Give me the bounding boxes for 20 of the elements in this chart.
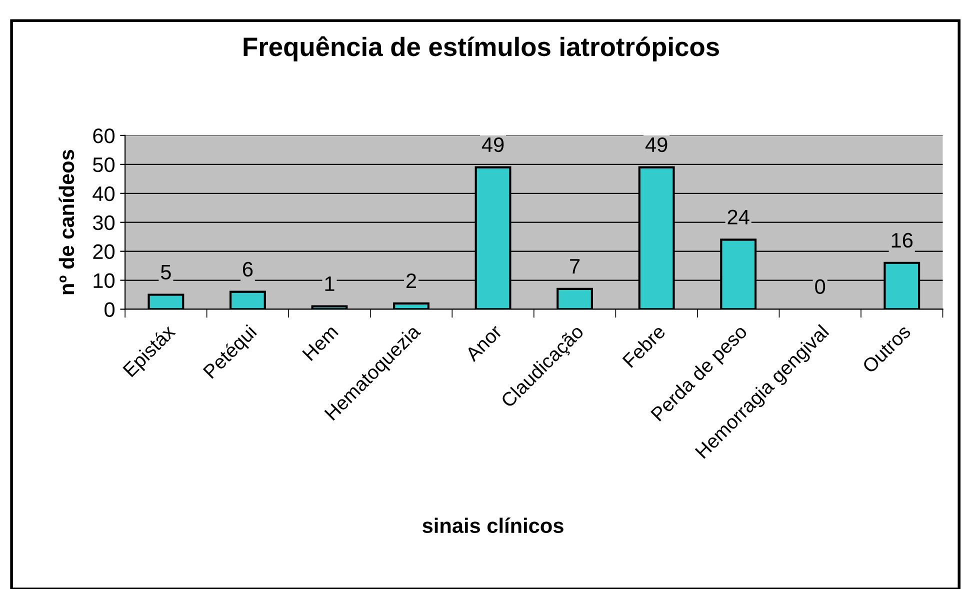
y-axis-title: nº de canídeos (58, 150, 74, 294)
data-label: 1 (325, 276, 334, 291)
x-axis-title: sinais clínicos (422, 518, 564, 534)
data-label: 16 (892, 232, 913, 248)
data-label: 2 (406, 273, 416, 288)
y-tick-label: 10 (94, 273, 115, 288)
data-label: 5 (160, 264, 171, 280)
chart-title: Frequência de estímulos iatrotrópicos (244, 36, 719, 62)
data-label: 7 (570, 259, 580, 274)
y-tick-label: 40 (92, 186, 115, 202)
y-tick-label: 50 (93, 157, 115, 172)
y-tick-label: 60 (93, 128, 115, 144)
data-label: 6 (242, 262, 253, 277)
data-label: 49 (645, 137, 668, 152)
y-tick-label: 0 (104, 302, 115, 317)
data-label: 49 (482, 137, 504, 152)
data-label: 24 (728, 210, 750, 224)
y-tick-label: 30 (92, 215, 115, 230)
data-label: 0 (815, 279, 826, 294)
y-tick-label: 20 (93, 244, 115, 260)
